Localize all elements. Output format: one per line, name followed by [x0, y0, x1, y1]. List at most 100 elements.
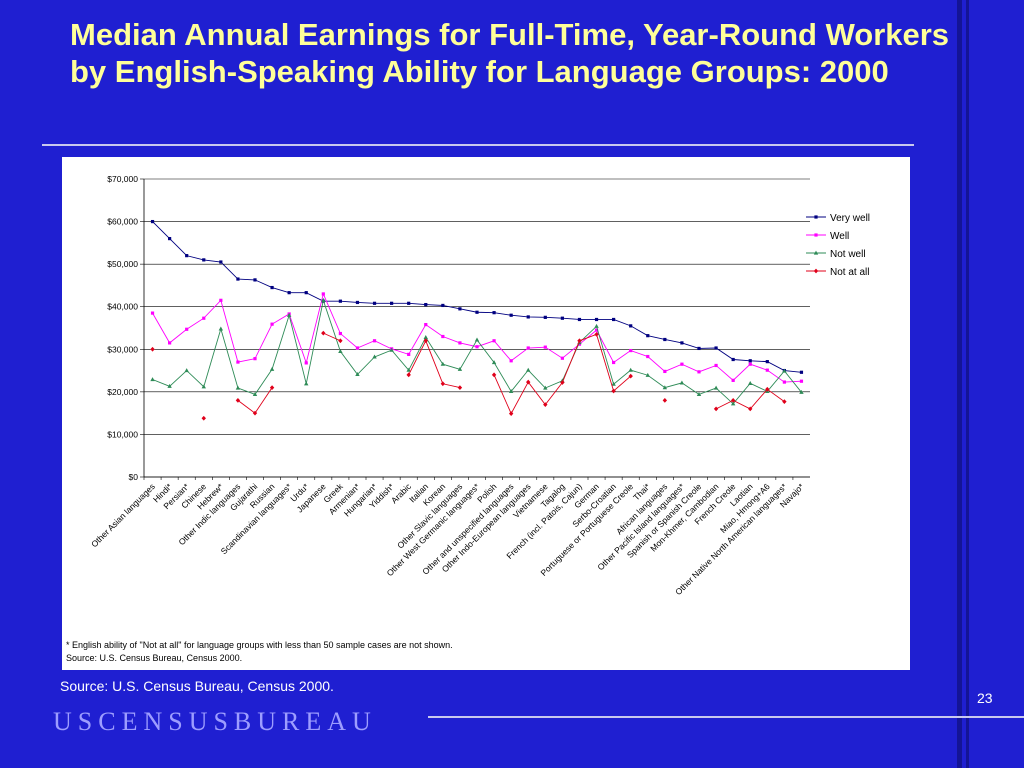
legend-marker-not-at-all: [813, 268, 819, 274]
data-point-well: [458, 341, 462, 345]
data-point-well: [475, 345, 479, 349]
title-divider: [42, 144, 914, 146]
legend-label-very-well: Very well: [830, 213, 870, 224]
data-point-not-well: [406, 367, 411, 372]
data-point-well: [355, 346, 360, 350]
data-point-very-well: [390, 301, 394, 305]
data-point-very-well: [185, 254, 189, 258]
data-point-very-well: [304, 291, 308, 295]
data-point-well: [765, 368, 769, 372]
data-point-very-well: [714, 346, 718, 350]
data-point-not-well: [304, 381, 309, 386]
census-bureau-logo: USCENSUSBUREAU: [53, 707, 377, 736]
footer-divider: [428, 716, 1024, 718]
data-point-very-well: [441, 303, 445, 308]
data-point-not-well: [713, 385, 719, 390]
y-tick-label: $10,000: [107, 429, 138, 439]
source-text: Source: U.S. Census Bureau, Census 2000.: [60, 678, 334, 694]
data-point-well: [236, 360, 240, 364]
data-point-well: [424, 322, 428, 327]
data-point-not-at-all: [782, 399, 787, 405]
data-point-very-well: [526, 315, 530, 319]
data-point-well: [304, 361, 308, 365]
data-point-well: [731, 378, 735, 382]
data-point-not-at-all: [269, 385, 275, 390]
data-point-very-well: [646, 334, 650, 338]
data-point-not-well: [526, 367, 531, 372]
data-point-very-well: [253, 278, 257, 282]
data-point-very-well: [799, 370, 804, 374]
data-point-not-at-all: [748, 406, 753, 412]
data-point-well: [150, 311, 155, 315]
data-point-not-well: [679, 380, 685, 385]
series-line-not-well: [152, 298, 802, 405]
data-point-not-at-all: [628, 373, 633, 379]
data-point-very-well: [680, 341, 684, 345]
data-point-not-well: [748, 380, 753, 385]
data-point-well: [270, 322, 274, 326]
data-point-well: [748, 362, 752, 366]
x-tick-label: Other Asian languages: [89, 481, 157, 549]
data-point-not-well: [218, 326, 224, 331]
data-point-well: [219, 298, 223, 302]
data-point-well: [338, 331, 342, 336]
y-tick-label: $20,000: [107, 387, 138, 397]
data-point-not-at-all: [252, 410, 258, 416]
data-point-not-at-all: [150, 346, 155, 352]
data-point-well: [680, 362, 684, 366]
series-line-not-at-all: [323, 332, 341, 342]
data-point-not-at-all: [440, 381, 446, 387]
data-point-not-well: [474, 337, 480, 342]
data-point-very-well: [150, 219, 155, 224]
data-point-not-at-all: [201, 415, 206, 421]
data-point-not-well: [799, 389, 804, 394]
data-point-not-well: [645, 372, 650, 377]
data-point-well: [663, 369, 667, 374]
data-point-well: [509, 359, 513, 363]
y-tick-label: $30,000: [107, 344, 138, 354]
data-point-well: [321, 292, 325, 296]
series-line-very-well: [152, 221, 802, 373]
data-point-not-well: [440, 361, 446, 366]
data-point-not-at-all: [338, 338, 343, 344]
legend-label-well: Well: [830, 231, 849, 242]
data-point-not-at-all: [235, 397, 241, 403]
data-point-not-well: [167, 383, 172, 388]
y-tick-label: $40,000: [107, 302, 138, 312]
y-tick-label: $50,000: [107, 259, 138, 269]
data-point-very-well: [663, 337, 667, 342]
series-line-not-at-all: [237, 387, 273, 414]
legend-label-not-at-all: Not at all: [830, 267, 869, 278]
data-point-not-well: [252, 392, 258, 397]
legend-label-not-well: Not well: [830, 249, 866, 260]
data-point-not-at-all: [662, 397, 668, 403]
data-point-well: [714, 363, 718, 368]
data-point-well: [577, 342, 582, 346]
data-point-very-well: [748, 359, 752, 363]
data-point-not-well: [184, 368, 189, 373]
earnings-line-chart: $0 $10,000 $20,000 $30,000 $40,000 $50,000 $60…: [89, 174, 870, 597]
legend-marker-not-well: [813, 250, 819, 255]
data-point-very-well: [168, 237, 172, 241]
chart-footnote: * English ability of "Not at all" for la…: [66, 640, 453, 650]
data-point-not-at-all: [423, 338, 428, 344]
data-point-not-at-all: [321, 330, 326, 336]
data-point-very-well: [475, 310, 479, 314]
data-point-well: [782, 380, 786, 384]
data-point-well: [526, 346, 530, 350]
data-point-not-well: [457, 366, 463, 371]
data-point-not-well: [235, 385, 241, 390]
data-point-well: [492, 339, 496, 343]
data-point-not-well: [508, 389, 514, 394]
data-point-not-at-all: [457, 385, 463, 390]
series-line-not-at-all: [408, 339, 461, 389]
data-point-well: [407, 352, 411, 356]
data-point-not-well: [150, 377, 155, 382]
data-point-not-at-all: [730, 397, 736, 403]
data-point-well: [697, 370, 701, 374]
data-point-not-well: [372, 354, 377, 359]
data-point-not-at-all: [406, 372, 411, 378]
data-point-not-well: [321, 297, 326, 302]
data-point-well: [799, 379, 804, 383]
data-point-very-well: [629, 324, 633, 328]
